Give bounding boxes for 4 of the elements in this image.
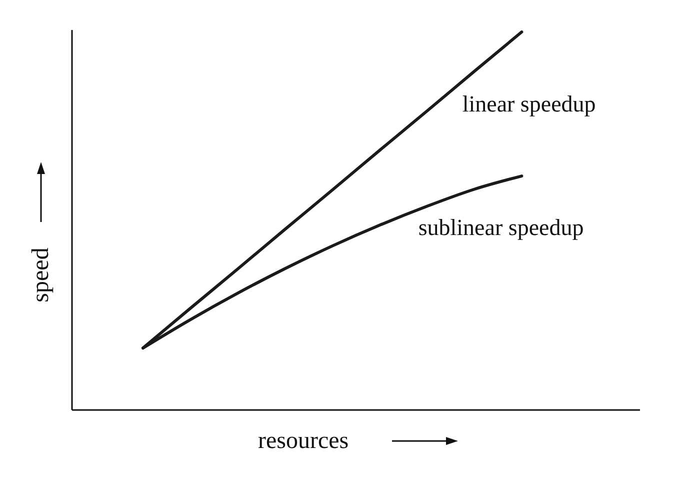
x-axis-title: resources [258,428,349,454]
y-axis-title: speed [28,248,54,302]
series-label: linear speedup [462,91,596,116]
series-label: sublinear speedup [418,215,584,240]
